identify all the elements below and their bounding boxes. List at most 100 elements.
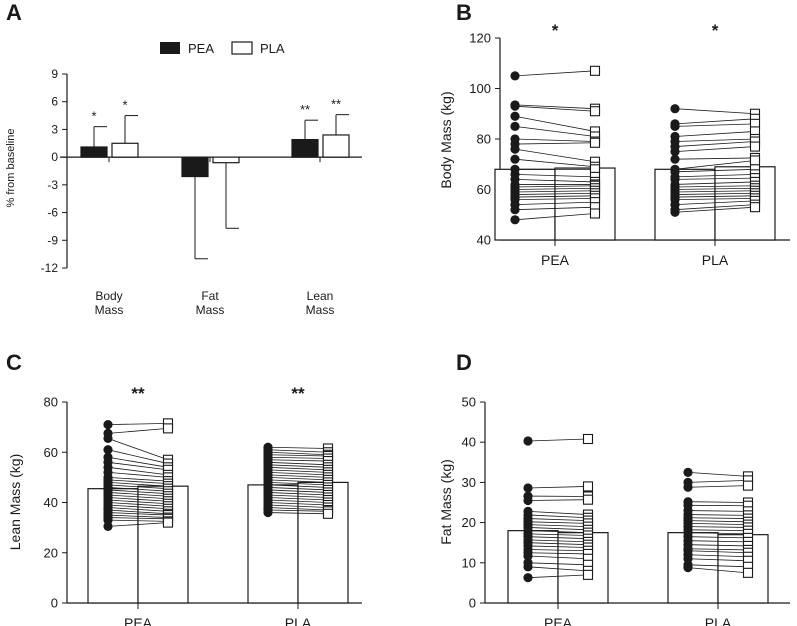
subject-line xyxy=(687,485,749,488)
subject-line xyxy=(267,474,329,478)
subject-line xyxy=(674,131,756,137)
pre-point xyxy=(670,154,680,164)
y-tick-label: 120 xyxy=(469,31,491,46)
subject-line xyxy=(687,529,749,532)
subject-line xyxy=(107,422,169,426)
pre-point xyxy=(523,551,533,561)
y-tick-label: 100 xyxy=(469,81,491,96)
subject-line xyxy=(527,552,589,555)
subject-line xyxy=(107,438,169,461)
pre-point xyxy=(103,433,113,444)
subject-line xyxy=(107,507,169,512)
subject-line xyxy=(527,438,589,442)
post-point xyxy=(589,65,601,76)
subject-line xyxy=(107,456,169,468)
subject-line xyxy=(674,206,756,213)
post-point xyxy=(582,494,594,505)
subject-line xyxy=(514,158,596,168)
subject-line xyxy=(687,548,749,551)
y-tick-label: 40 xyxy=(462,435,476,450)
subject-line xyxy=(267,471,329,476)
pre-point xyxy=(103,420,113,430)
legend-swatch-pla xyxy=(231,41,253,55)
subject-line xyxy=(674,192,756,195)
subject-line xyxy=(527,562,589,566)
y-tick-label: 0 xyxy=(469,596,476,611)
pre-point xyxy=(263,507,273,518)
subject-line xyxy=(107,522,169,527)
legend-label-pea: PEA xyxy=(188,41,214,56)
subject-line xyxy=(107,514,169,518)
subject-line xyxy=(267,446,329,449)
post-point xyxy=(589,208,601,219)
pre-point xyxy=(510,154,520,164)
subject-line xyxy=(267,464,329,468)
subject-line xyxy=(514,185,596,188)
y-tick-label-a: 3 xyxy=(51,122,58,136)
subject-line xyxy=(674,195,756,198)
subject-line xyxy=(267,512,329,515)
subject-line xyxy=(514,125,596,137)
post-point xyxy=(742,567,754,578)
subject-line xyxy=(514,192,596,195)
subject-line xyxy=(514,197,596,200)
bar-pea xyxy=(80,146,108,158)
subject-line xyxy=(674,108,756,115)
subject-line xyxy=(107,466,169,476)
subject-line xyxy=(514,213,596,221)
significance-marker: ** xyxy=(331,97,341,112)
y-tick-label-a: -12 xyxy=(41,261,59,275)
subject-line xyxy=(527,539,589,543)
subject-line xyxy=(527,486,589,489)
subject-line xyxy=(107,484,169,490)
pre-point xyxy=(523,495,533,506)
y-tick-label: 80 xyxy=(44,395,58,410)
subject-line xyxy=(527,574,589,579)
subject-line xyxy=(107,517,169,520)
significance-marker: * xyxy=(91,109,96,124)
panel-c: C Lean Mass (kg) 0 20 40 60 80 PEA ** PLA ** xyxy=(6,350,362,626)
subject-line xyxy=(674,185,756,188)
subject-line xyxy=(107,504,169,510)
subject-line xyxy=(107,449,169,464)
bar-pla xyxy=(322,134,350,158)
x-tick-label-a: Mass xyxy=(196,303,225,317)
y-tick-label-a: 0 xyxy=(51,150,58,164)
post-point xyxy=(322,508,334,519)
subject-line xyxy=(514,104,596,110)
subject-line xyxy=(267,492,329,496)
legend-label-pla: PLA xyxy=(260,41,285,56)
pre-point xyxy=(103,445,113,455)
pre-point xyxy=(523,436,533,446)
y-axis-title-d: Fat Mass (kg) xyxy=(438,459,454,545)
y-tick-label: 80 xyxy=(477,132,491,147)
subject-line xyxy=(687,517,749,519)
subject-line xyxy=(267,459,329,462)
y-tick-label: 50 xyxy=(462,395,476,410)
y-axis-title-b: Body Mass (kg) xyxy=(438,91,454,188)
panel-label-a: A xyxy=(6,0,22,25)
subject-line xyxy=(527,530,589,534)
subject-line xyxy=(514,138,596,142)
subject-line xyxy=(107,519,169,522)
subject-line xyxy=(267,479,329,483)
subject-line xyxy=(674,190,756,193)
subject-line xyxy=(107,479,169,485)
subject-line xyxy=(267,494,329,498)
plot-area-c: 0 20 40 60 80 PEA ** PLA ** xyxy=(44,384,362,626)
bar-post xyxy=(554,167,616,241)
significance-marker: * xyxy=(712,21,719,40)
subject-line xyxy=(267,466,329,471)
subject-line xyxy=(527,542,589,546)
post-point xyxy=(742,480,754,491)
subject-line xyxy=(267,469,329,473)
plot-area-a: 9630-3-6-9-12BodyMass**FatMassLeanMass**… xyxy=(41,67,362,317)
subject-line xyxy=(674,177,756,180)
x-tick-label-a: Fat xyxy=(201,289,219,303)
subject-line xyxy=(107,509,169,515)
pre-point xyxy=(523,483,533,493)
pre-point xyxy=(683,467,693,477)
subject-line xyxy=(107,471,169,478)
y-tick-label-a: -9 xyxy=(47,233,58,247)
subject-line xyxy=(514,70,596,77)
